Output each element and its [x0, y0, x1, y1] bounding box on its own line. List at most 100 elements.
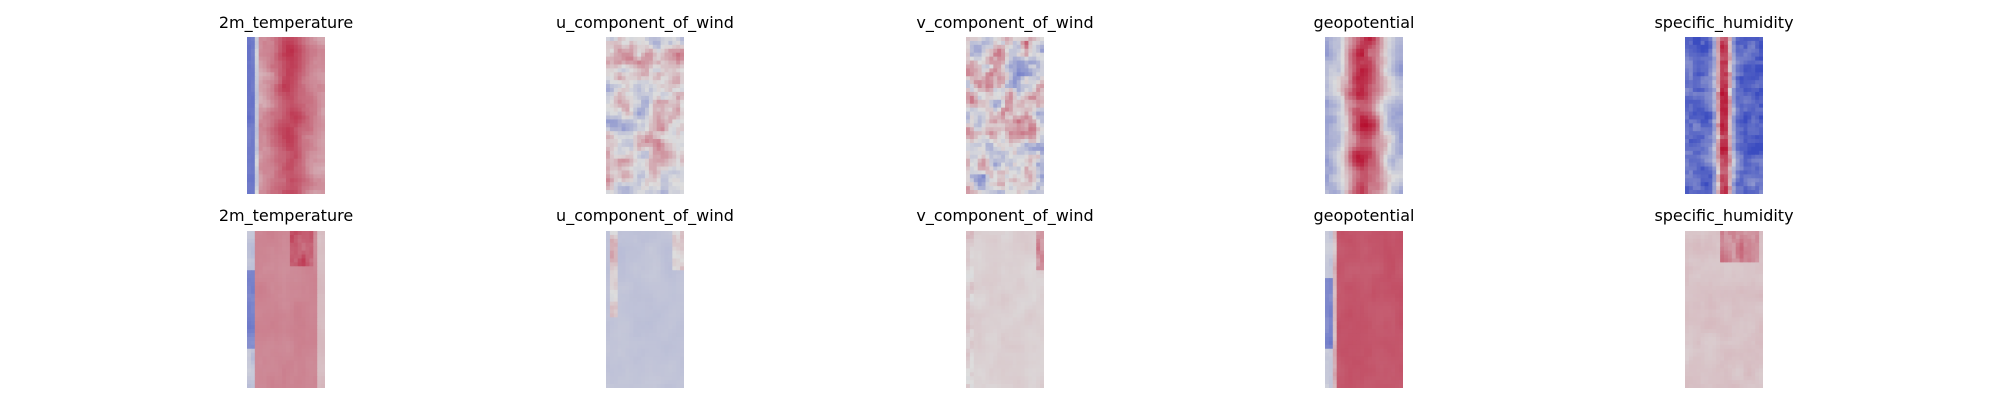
- heatmap-cell: [321, 119, 325, 124]
- heatmap-cell: [1704, 52, 1709, 58]
- heatmap-cell: [1696, 95, 1702, 101]
- heatmap-cell: [981, 166, 987, 172]
- heatmap-cell: [1367, 107, 1373, 113]
- heatmap-cell: [1328, 64, 1334, 69]
- heatmap-cell: [258, 91, 264, 97]
- heatmap-cell: [668, 56, 673, 62]
- heatmap-cell: [1375, 84, 1381, 89]
- heatmap-cell: [289, 305, 295, 311]
- heatmap-cell: [282, 325, 287, 330]
- heatmap-cell: [305, 325, 310, 330]
- heatmap-cell: [321, 60, 325, 66]
- heatmap-cell: [1696, 103, 1702, 109]
- heatmap-cell: [1375, 186, 1381, 191]
- heatmap-cell: [1720, 182, 1725, 187]
- heatmap-cell: [1708, 115, 1713, 121]
- heatmap-cell: [293, 321, 299, 326]
- heatmap-cell: [254, 246, 260, 252]
- heatmap-cell: [258, 186, 264, 191]
- heatmap-cell: [1755, 52, 1760, 58]
- heatmap-cell: [286, 254, 291, 260]
- heatmap-cell: [613, 84, 619, 89]
- heatmap-cell: [613, 258, 619, 263]
- heatmap-cell: [1371, 150, 1377, 156]
- heatmap-cell: [1040, 80, 1044, 85]
- heatmap-cell: [274, 48, 279, 54]
- heatmap-cell: [250, 238, 256, 244]
- heatmap-cell: [645, 103, 650, 109]
- heatmap-cell: [1356, 115, 1361, 121]
- heatmap-cell: [247, 76, 252, 81]
- heatmap-cell: [1383, 80, 1388, 85]
- heatmap-cell: [656, 170, 662, 175]
- heatmap-cell: [289, 250, 295, 256]
- heatmap-cell: [293, 380, 299, 385]
- heatmap-cell: [274, 150, 279, 156]
- heatmap-cell: [625, 119, 630, 124]
- heatmap-cell: [317, 321, 322, 326]
- heatmap-cell: [274, 325, 279, 330]
- heatmap-cell: [1352, 107, 1357, 113]
- heatmap-cell: [645, 154, 650, 160]
- heatmap-cell: [1375, 115, 1381, 121]
- heatmap-cell: [258, 238, 264, 244]
- heatmap-cell: [977, 99, 983, 105]
- heatmap-cell: [1387, 186, 1392, 191]
- heatmap-cell: [1360, 142, 1365, 148]
- heatmap-cell: [668, 76, 673, 81]
- heatmap-cell: [278, 336, 283, 342]
- heatmap-cell: [1008, 84, 1014, 89]
- heatmap-cell: [680, 158, 684, 164]
- heatmap-cell: [1344, 56, 1349, 62]
- heatmap-cell: [262, 285, 268, 291]
- heatmap-cell: [262, 162, 268, 168]
- heatmap-cell: [1336, 186, 1342, 191]
- heatmap-cell: [1367, 186, 1373, 191]
- heatmap-cell: [1688, 182, 1694, 187]
- heatmap-cell: [297, 80, 303, 85]
- heatmap-cell: [286, 344, 291, 350]
- heatmap-cell: [317, 250, 322, 256]
- heatmap-cell: [1720, 170, 1725, 175]
- heatmap-cell: [1001, 139, 1006, 144]
- heatmap-cell: [1367, 84, 1373, 89]
- heatmap-cell: [278, 301, 283, 307]
- heatmap-cell: [1016, 154, 1022, 160]
- heatmap-cell: [1716, 99, 1721, 105]
- heatmap-cell: [286, 170, 291, 175]
- heatmap-cell: [993, 44, 998, 50]
- heatmap-cell: [1364, 91, 1369, 97]
- heatmap-cell: [1352, 103, 1357, 109]
- heatmap-cell: [1720, 174, 1725, 179]
- heatmap-cell: [289, 186, 295, 191]
- heatmap-cell: [969, 84, 975, 89]
- heatmap-cell: [977, 190, 983, 194]
- heatmap-cell: [617, 135, 623, 140]
- heatmap-cell: [254, 372, 260, 377]
- heatmap-cell: [1360, 91, 1365, 97]
- heatmap-cell: [656, 60, 662, 66]
- heatmap-cell: [274, 56, 279, 62]
- heatmap-cell: [633, 107, 638, 113]
- heatmap-cell: [625, 88, 630, 93]
- heatmap-cell: [1375, 95, 1381, 101]
- heatmap-cell: [989, 95, 994, 101]
- heatmap-cell: [297, 44, 303, 50]
- heatmap-cell: [672, 190, 677, 194]
- heatmap-cell: [981, 158, 987, 164]
- heatmap-cell: [1739, 107, 1745, 113]
- heatmap-cell: [321, 174, 325, 179]
- heatmap-cell: [313, 372, 318, 377]
- heatmap-cell: [648, 262, 654, 267]
- heatmap-cell: [1747, 166, 1752, 172]
- heatmap-cell: [652, 182, 658, 187]
- heatmap-cell: [997, 170, 1002, 175]
- heatmap-cell: [629, 142, 634, 148]
- heatmap-cell: [286, 95, 291, 101]
- heatmap-cell: [313, 231, 318, 236]
- heatmap-cell: [664, 95, 669, 101]
- heatmap-cell: [633, 162, 638, 168]
- heatmap-cell: [989, 119, 994, 124]
- heatmap-cell: [278, 119, 283, 124]
- heatmap-cell: [317, 123, 322, 128]
